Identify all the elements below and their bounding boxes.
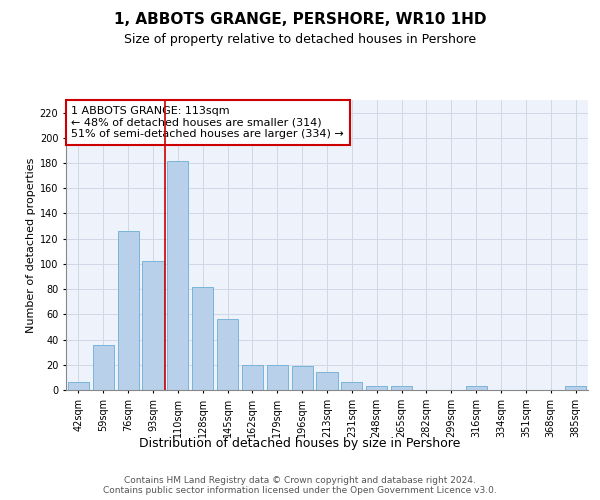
Y-axis label: Number of detached properties: Number of detached properties [26, 158, 35, 332]
Bar [167, 160, 188, 390]
Bar [267, 365, 288, 390]
Bar [242, 365, 263, 390]
Text: Contains HM Land Registry data © Crown copyright and database right 2024.
Contai: Contains HM Land Registry data © Crown c… [103, 476, 497, 495]
Bar [391, 386, 412, 390]
Text: Size of property relative to detached houses in Pershore: Size of property relative to detached ho… [124, 32, 476, 46]
Bar [217, 320, 238, 390]
Text: 1, ABBOTS GRANGE, PERSHORE, WR10 1HD: 1, ABBOTS GRANGE, PERSHORE, WR10 1HD [114, 12, 486, 28]
Bar [341, 382, 362, 390]
Bar [466, 386, 487, 390]
Bar [192, 286, 213, 390]
Bar [142, 262, 164, 390]
Text: Distribution of detached houses by size in Pershore: Distribution of detached houses by size … [139, 438, 461, 450]
Bar [316, 372, 338, 390]
Text: 1 ABBOTS GRANGE: 113sqm
← 48% of detached houses are smaller (314)
51% of semi-d: 1 ABBOTS GRANGE: 113sqm ← 48% of detache… [71, 106, 344, 139]
Bar [565, 386, 586, 390]
Bar [68, 382, 89, 390]
Bar [292, 366, 313, 390]
Bar [118, 231, 139, 390]
Bar [93, 344, 114, 390]
Bar [366, 386, 387, 390]
